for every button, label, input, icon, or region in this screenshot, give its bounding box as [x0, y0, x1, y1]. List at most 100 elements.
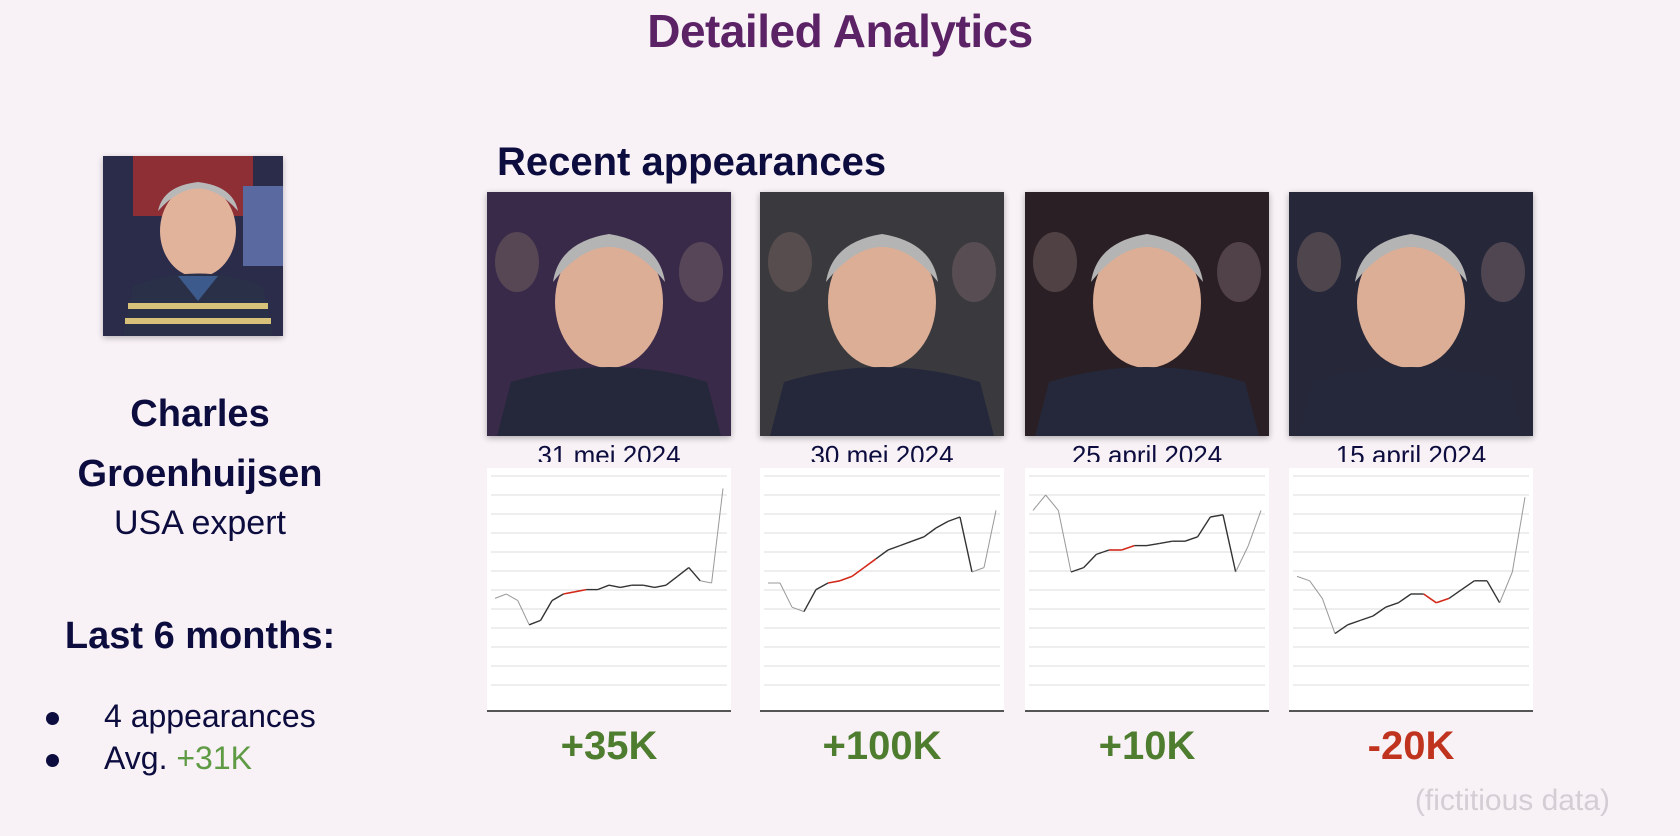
appearance-thumbnail[interactable]	[1025, 192, 1269, 436]
chart-line-segment	[1486, 580, 1501, 604]
viewership-chart	[1289, 468, 1533, 712]
chart-line-segment	[1070, 566, 1084, 573]
appearance-card[interactable]: 31 mei 2024 +35K	[487, 192, 731, 768]
chart-line-segment	[983, 510, 997, 568]
stats-average-prefix: Avg.	[104, 740, 168, 776]
stats-appearances-text: 4 appearances	[104, 698, 316, 734]
chart-line-segment	[620, 584, 632, 589]
chart-line-segment	[1032, 494, 1047, 511]
chart-line-segment	[971, 567, 985, 573]
chart-svg	[1289, 475, 1533, 712]
person-name: Charles Groenhuijsen	[20, 384, 380, 504]
chart-line-segment	[688, 567, 701, 582]
appearance-date: 25 april 2024	[1071, 440, 1223, 462]
viewership-delta: -20K	[1367, 724, 1455, 768]
chart-line-segment	[539, 600, 553, 621]
viewership-chart	[760, 468, 1004, 712]
chart-line-segment	[563, 591, 575, 595]
chart-svg	[760, 475, 1004, 712]
appearance-thumbnail[interactable]	[487, 192, 731, 436]
chart-line-segment	[779, 582, 793, 608]
stats-heading: Last 6 months:	[64, 615, 336, 657]
chart-line-segment	[947, 516, 961, 523]
profile-photo	[103, 156, 283, 336]
appearance-thumbnail[interactable]	[760, 192, 1004, 436]
chart-line-segment	[1436, 597, 1450, 604]
chart-line-segment	[574, 588, 587, 593]
chart-line-segment	[863, 558, 877, 569]
stats-average-value: +31K	[176, 740, 252, 776]
person-first-name: Charles	[130, 393, 270, 435]
chart-line-segment	[1096, 549, 1110, 556]
page-title: Detailed Analytics	[647, 5, 1033, 57]
chart-line-segment	[827, 580, 841, 584]
viewership-delta: +35K	[560, 724, 658, 768]
chart-line-segment	[528, 619, 541, 626]
chart-line-segment	[1499, 571, 1513, 603]
chart-line-segment	[597, 584, 610, 591]
chart-line-segment	[1083, 553, 1097, 569]
chart-line-segment	[1309, 580, 1323, 599]
appearance-date: 15 april 2024	[1335, 440, 1487, 462]
stats-average: Avg. +31K	[40, 737, 316, 779]
bullet-icon	[46, 754, 59, 767]
chart-line-segment	[711, 488, 724, 584]
appearance-date: 31 mei 2024	[537, 440, 681, 462]
chart-line-segment	[1423, 593, 1437, 604]
chart-svg	[1025, 475, 1269, 712]
chart-line-segment	[875, 549, 889, 560]
chart-line-segment	[1397, 593, 1412, 604]
appearance-card[interactable]: 15 april 2024 -20K	[1289, 192, 1533, 768]
bullet-icon	[46, 712, 59, 725]
chart-line-segment	[1360, 615, 1374, 622]
stats-list: 4 appearances Avg. +31K	[40, 695, 316, 779]
chart-line-segment	[494, 593, 507, 599]
chart-line-segment	[1184, 536, 1198, 542]
chart-line-segment	[506, 593, 519, 602]
chart-line-segment	[803, 589, 817, 612]
chart-line-segment	[551, 593, 564, 602]
chart-line-segment	[1159, 540, 1173, 545]
chart-line-segment	[1146, 542, 1160, 547]
chart-line-segment	[1121, 544, 1135, 551]
chart-line-segment	[1045, 494, 1059, 511]
chart-line-segment	[899, 540, 913, 547]
viewership-chart	[487, 468, 731, 712]
chart-line-segment	[643, 584, 655, 589]
person-role: USA expert	[114, 504, 286, 542]
chart-line-segment	[1222, 514, 1237, 573]
chart-line-segment	[1334, 624, 1349, 635]
chart-line-segment	[1448, 589, 1463, 599]
footnote: (fictitious data)	[1414, 784, 1610, 817]
chart-line-segment	[1321, 598, 1336, 634]
chart-svg	[487, 475, 731, 712]
chart-line-segment	[923, 527, 937, 538]
chart-line-segment	[665, 575, 678, 586]
chart-line-segment	[887, 544, 901, 551]
chart-line-segment	[839, 575, 853, 582]
stats-appearances: 4 appearances	[40, 695, 316, 737]
appearances-heading: Recent appearances	[497, 140, 887, 184]
viewership-delta: +10K	[1098, 724, 1196, 768]
appearance-thumbnail[interactable]	[1289, 192, 1533, 436]
viewership-chart	[1025, 468, 1269, 712]
chart-line-segment	[1247, 510, 1262, 546]
chart-line-segment	[1347, 619, 1361, 626]
chart-line-segment	[959, 516, 973, 573]
chart-line-segment	[1197, 516, 1211, 538]
chart-line-segment	[911, 536, 925, 542]
chart-line-segment	[700, 580, 712, 584]
chart-line-segment	[1296, 575, 1310, 582]
appearance-card[interactable]: 30 mei 2024 +100K	[760, 192, 1004, 768]
chart-line-segment	[676, 567, 690, 577]
appearance-card[interactable]: 25 april 2024 +10K	[1025, 192, 1269, 768]
chart-line-segment	[1235, 545, 1249, 573]
chart-line-segment	[1372, 606, 1387, 617]
chart-line-segment	[1511, 497, 1526, 573]
chart-line-segment	[815, 582, 829, 591]
chart-line-segment	[608, 584, 621, 589]
chart-line-segment	[1210, 514, 1224, 518]
chart-line-segment	[791, 606, 805, 613]
chart-line-segment	[851, 566, 865, 578]
chart-line-segment	[1461, 580, 1475, 591]
